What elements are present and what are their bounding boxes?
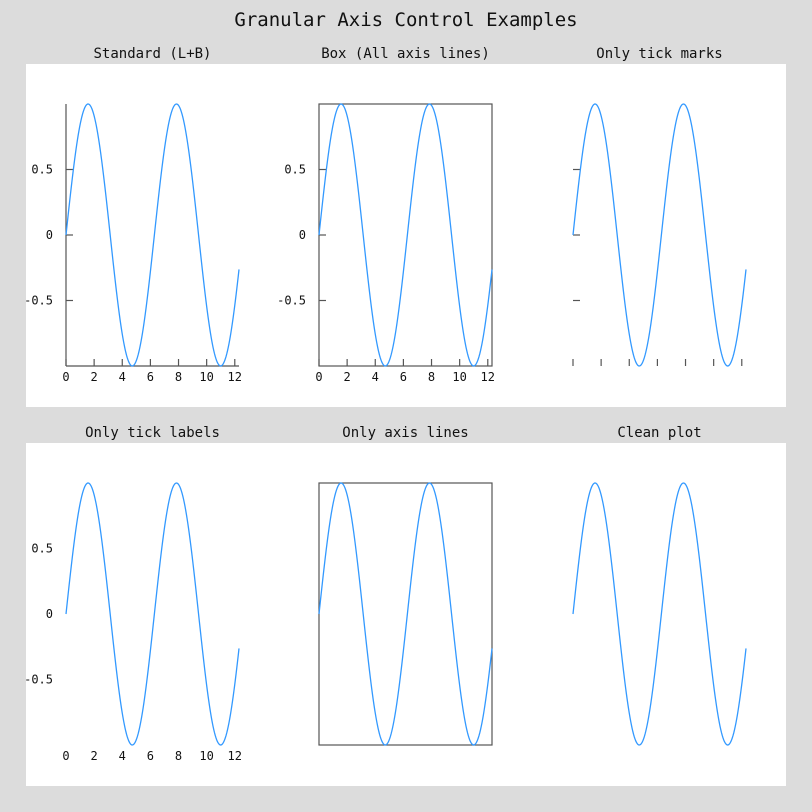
y-tick-label: 0.5 — [31, 163, 53, 177]
x-tick-label: 2 — [344, 370, 351, 384]
x-tick-label: 0 — [62, 749, 69, 763]
x-tick-label: 0 — [62, 370, 69, 384]
x-tick-label: 0 — [315, 370, 322, 384]
x-tick-label: 10 — [199, 370, 213, 384]
sine-series-line — [572, 103, 747, 367]
subplot-4: Only tick labels 0 2 4 6 8 10 12 0.5 0 -0.5 — [24, 425, 242, 763]
x-tick-label: 10 — [199, 749, 213, 763]
x-tick-label: 12 — [228, 370, 242, 384]
x-tick-label: 4 — [119, 749, 126, 763]
x-tick-label: 8 — [428, 370, 435, 384]
subplot-title: Clean plot — [617, 425, 701, 441]
y-tick-label: -0.5 — [277, 294, 306, 308]
sine-series-line — [65, 103, 240, 367]
sine-series-line — [65, 482, 240, 746]
x-tick-label: 6 — [147, 749, 154, 763]
subplot-title: Only axis lines — [342, 425, 468, 441]
x-tick-label: 12 — [481, 370, 495, 384]
y-tick-label: 0 — [46, 228, 53, 242]
y-tick-label: 0.5 — [31, 542, 53, 556]
figure-title: Granular Axis Control Examples — [234, 9, 577, 31]
subplot-3: Only tick marks — [572, 46, 747, 367]
panel-background-bottom — [26, 443, 786, 786]
subplot-title: Box (All axis lines) — [321, 46, 490, 62]
subplot-title: Only tick labels — [85, 425, 220, 441]
x-tick-label: 12 — [228, 749, 242, 763]
x-tick-label: 2 — [91, 749, 98, 763]
x-tick-label: 4 — [372, 370, 379, 384]
y-tick-label: 0 — [46, 607, 53, 621]
subplot-title: Only tick marks — [596, 46, 722, 62]
y-tick-label: -0.5 — [24, 673, 53, 687]
x-tick-label: 8 — [175, 749, 182, 763]
y-tick-label: 0 — [299, 228, 306, 242]
subplot-5: Only axis lines — [318, 425, 493, 746]
x-tick-label: 8 — [175, 370, 182, 384]
sine-series-line — [318, 482, 493, 746]
x-tick-label: 2 — [91, 370, 98, 384]
y-tick-label: -0.5 — [24, 294, 53, 308]
subplot-2: Box (All axis lines) 0 2 4 6 8 10 12 0.5 0 -0.5 — [277, 46, 495, 384]
sine-series-line — [318, 103, 493, 367]
subplot-1: Standard (L+B) 0 2 4 6 8 10 12 0.5 0 -0.5 — [24, 46, 242, 384]
subplot-6: Clean plot — [572, 425, 747, 746]
x-tick-label: 10 — [452, 370, 466, 384]
x-tick-label: 6 — [147, 370, 154, 384]
y-tick-label: 0.5 — [284, 163, 306, 177]
x-tick-label: 6 — [400, 370, 407, 384]
x-tick-label: 4 — [119, 370, 126, 384]
sine-series-line — [572, 482, 747, 746]
subplot-title: Standard (L+B) — [93, 46, 211, 62]
panel-background-top — [26, 64, 786, 407]
